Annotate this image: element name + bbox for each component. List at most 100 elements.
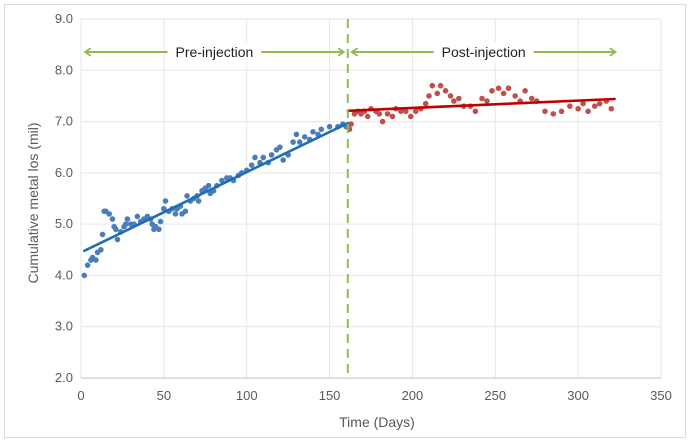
x-tick-label: 0 — [77, 388, 84, 403]
y-tick-label: 2.0 — [55, 370, 73, 385]
post-data-point — [398, 108, 404, 115]
post-data-point — [389, 113, 396, 120]
series-layer — [81, 82, 616, 279]
pre-data-point — [252, 154, 258, 161]
pre-data-point — [114, 236, 121, 243]
pre-data-point — [84, 262, 91, 268]
post-data-point — [558, 108, 565, 115]
post-injection-label: Post-injection — [442, 44, 526, 60]
post-data-point — [442, 88, 449, 94]
post-data-point — [567, 103, 573, 109]
post-injection-series — [346, 82, 616, 133]
pre-data-point — [268, 152, 275, 158]
x-tick-label: 50 — [157, 388, 171, 403]
post-data-point — [348, 121, 354, 127]
pre-data-point — [162, 198, 169, 204]
pre-data-point — [280, 157, 286, 163]
post-data-point — [512, 93, 518, 99]
x-tick-label: 200 — [402, 388, 424, 403]
post-data-point — [412, 108, 419, 115]
post-data-point — [434, 90, 441, 97]
pre-injection-label-bg — [167, 42, 262, 62]
post-trend-line — [346, 97, 616, 113]
post-data-point — [542, 108, 548, 115]
post-data-point — [456, 95, 462, 102]
pre-data-point — [184, 193, 190, 199]
pre-data-point — [260, 154, 267, 161]
post-data-point — [489, 88, 495, 94]
x-tick-label: 100 — [236, 388, 258, 403]
post-data-point — [495, 85, 502, 92]
pre-data-point — [93, 257, 99, 263]
y-tick-label: 9.0 — [55, 11, 73, 26]
post-data-point — [437, 82, 444, 89]
pre-data-point — [248, 162, 255, 168]
post-data-point — [451, 98, 457, 104]
pre-trend-line — [83, 121, 350, 253]
x-tick-label: 300 — [567, 388, 589, 403]
pre-data-point — [310, 129, 316, 135]
pre-data-point — [122, 221, 129, 227]
post-data-point — [575, 105, 581, 112]
post-data-point — [364, 113, 371, 120]
pre-data-point — [106, 211, 112, 217]
y-axis-ticks: 2.0 3.0 4.0 5.0 6.0 7.0 8.0 9.0 — [55, 11, 73, 385]
x-tick-label: 250 — [484, 388, 506, 403]
y-tick-label: 8.0 — [55, 62, 73, 77]
post-data-point — [479, 95, 485, 102]
pre-data-point — [182, 208, 189, 215]
y-tick-label: 3.0 — [55, 319, 73, 334]
pre-injection-series — [81, 121, 350, 279]
post-data-point — [379, 118, 386, 125]
pre-data-point — [99, 231, 106, 238]
post-data-point — [472, 108, 479, 115]
pre-data-point — [156, 226, 162, 233]
pre-data-point — [219, 177, 225, 184]
x-axis-ticks: 0 50 100 150 200 250 300 350 — [77, 388, 671, 403]
post-data-point — [596, 100, 603, 107]
post-data-point — [403, 108, 409, 115]
y-tick-label: 5.0 — [55, 216, 73, 231]
post-injection-label-bg — [433, 42, 534, 62]
pre-data-point — [98, 246, 104, 253]
post-data-point — [429, 82, 436, 89]
post-data-point — [484, 98, 490, 104]
post-data-point — [522, 88, 528, 94]
post-data-point — [422, 100, 429, 107]
y-tick-label: 4.0 — [55, 267, 73, 282]
post-data-point — [384, 111, 391, 117]
gridlines — [80, 18, 662, 379]
post-data-point — [608, 105, 615, 112]
x-tick-label: 350 — [650, 388, 672, 403]
pre-data-point — [172, 211, 179, 217]
post-data-point — [580, 100, 586, 107]
pre-data-point — [205, 182, 212, 189]
pre-data-point — [134, 213, 141, 220]
pre-data-point — [293, 131, 300, 138]
x-tick-label: 150 — [319, 388, 341, 403]
pre-data-point — [290, 139, 296, 145]
post-data-point — [585, 108, 591, 115]
y-tick-label: 6.0 — [55, 165, 73, 180]
post-data-point — [550, 111, 557, 117]
pre-data-point — [81, 272, 88, 279]
post-data-point — [407, 113, 414, 120]
pre-data-point — [277, 144, 283, 151]
post-data-point — [505, 85, 512, 92]
pre-data-point — [326, 123, 333, 130]
post-data-point — [528, 95, 535, 102]
y-axis-title: Cumulative metal los (mil) — [25, 122, 41, 283]
post-data-point — [591, 103, 598, 109]
post-data-point — [426, 93, 432, 99]
pre-data-point — [301, 134, 308, 140]
pre-data-point — [109, 216, 116, 222]
pre-data-point — [113, 226, 119, 233]
x-axis-title: Time (Days) — [339, 414, 415, 430]
pre-data-point — [157, 218, 164, 225]
chart-svg: 2.0 3.0 4.0 5.0 6.0 7.0 8.0 9.0 0 50 100 150 200 250… — [25, 11, 672, 430]
pre-data-point — [318, 126, 325, 133]
pre-injection-label: Pre-injection — [175, 44, 253, 60]
post-data-point — [447, 93, 454, 99]
pre-data-point — [124, 216, 131, 222]
pre-data-point — [195, 198, 202, 204]
